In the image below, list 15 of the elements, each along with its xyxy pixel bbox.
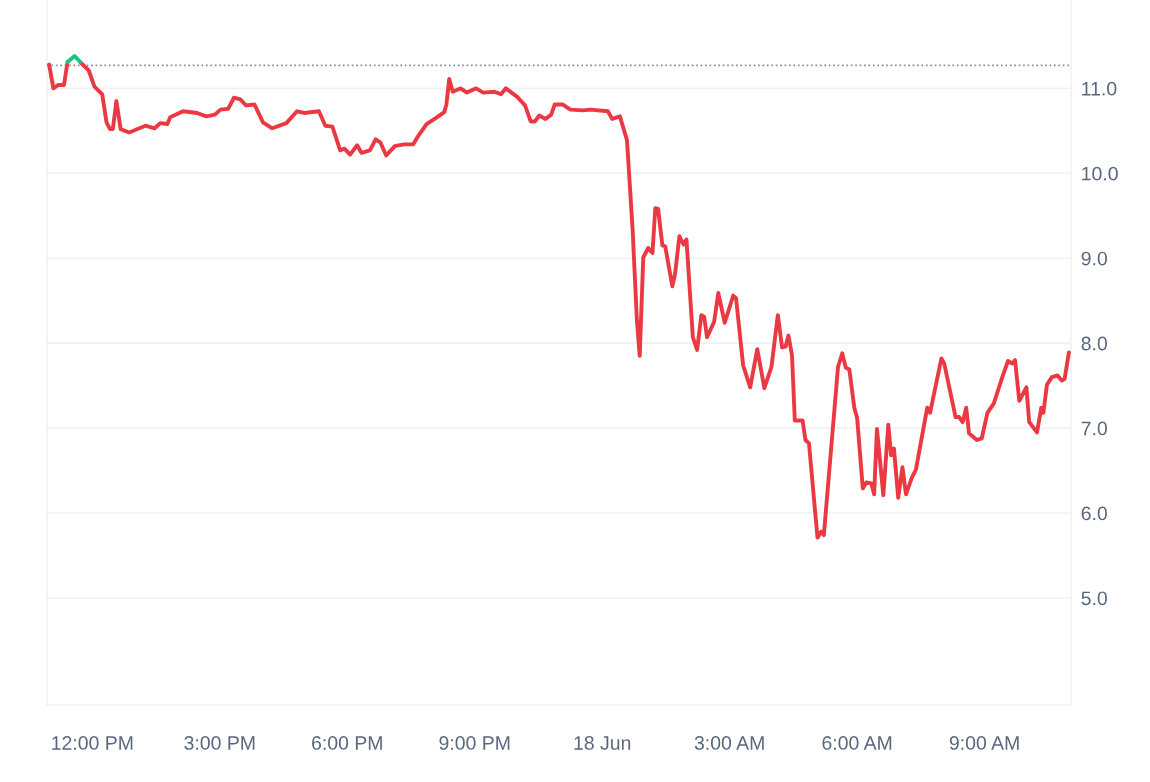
- x-tick-label: 9:00 PM: [439, 736, 510, 750]
- x-tick-label: 18 Jun: [574, 736, 631, 750]
- x-tick-label: 12:00 PM: [52, 736, 133, 750]
- x-tick-label: 3:00 AM: [694, 736, 764, 750]
- x-tick-label: 3:00 PM: [184, 736, 255, 750]
- y-tick-label: 7.0: [1081, 421, 1107, 436]
- y-tick-label: 9.0: [1081, 251, 1107, 266]
- y-tick-label: 6.0: [1081, 506, 1107, 521]
- x-tick-label: 9:00 AM: [949, 736, 1019, 750]
- y-tick-label: 8.0: [1081, 336, 1107, 351]
- x-tick-label: 6:00 PM: [312, 736, 382, 750]
- y-tick-label: 11.0: [1082, 81, 1117, 96]
- x-tick-label: 6:00 AM: [822, 736, 892, 750]
- y-tick-label: 10.0: [1082, 166, 1118, 181]
- y-tick-label: 5.0: [1081, 591, 1107, 606]
